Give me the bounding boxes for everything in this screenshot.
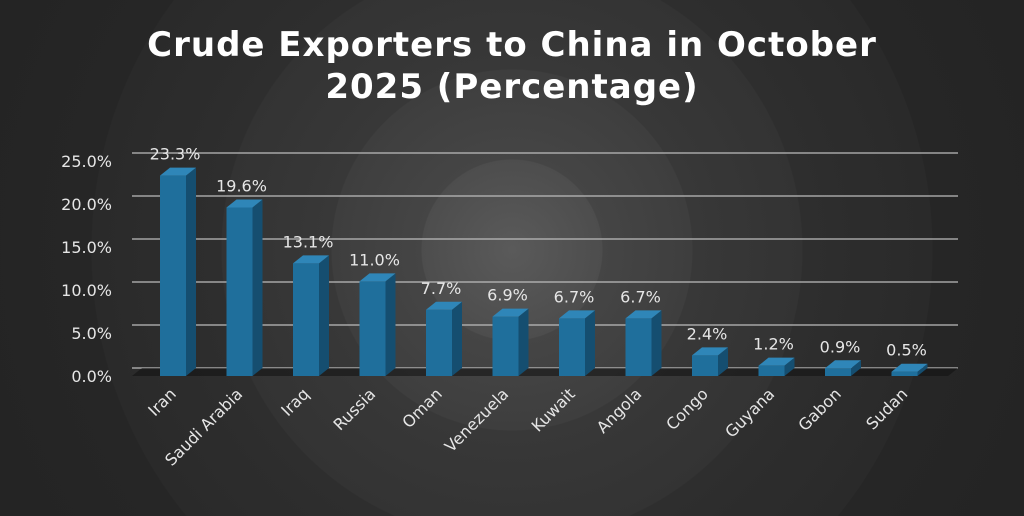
bar-front: [891, 371, 918, 376]
bar-side: [452, 301, 462, 376]
bar-front: [559, 318, 585, 376]
bar-front: [293, 263, 319, 376]
bar-side: [718, 347, 728, 376]
data-label: 6.7%: [620, 287, 661, 306]
data-label: 6.9%: [487, 286, 528, 305]
bar-front: [160, 175, 186, 376]
category-label: Gabon: [794, 384, 844, 434]
bar-top: [891, 363, 928, 372]
bar-top: [692, 347, 728, 356]
category-label: Guyana: [721, 384, 778, 441]
category-label: Oman: [398, 384, 445, 431]
bar-side: [518, 308, 529, 376]
bar-side: [186, 167, 196, 376]
data-label: 7.7%: [421, 279, 462, 298]
chart-floor: [132, 368, 958, 376]
bar-front: [758, 365, 785, 376]
bar: [559, 310, 595, 376]
data-label: 1.2%: [753, 335, 794, 354]
bar-top: [426, 301, 462, 310]
bar: [426, 301, 462, 376]
bar: [758, 357, 795, 376]
bar: [226, 199, 263, 376]
bar-side: [585, 310, 595, 376]
bar-front: [692, 355, 718, 376]
category-label: Iraq: [277, 384, 313, 420]
data-label: 13.1%: [283, 232, 334, 251]
y-tick-label: 0.0%: [71, 367, 112, 386]
category-label: Angola: [593, 384, 646, 437]
bar: [359, 273, 396, 376]
bar-top: [492, 308, 529, 317]
bar-top: [758, 357, 795, 366]
data-label: 2.4%: [687, 324, 728, 343]
category-label: Iran: [144, 384, 180, 420]
bar-side: [319, 255, 329, 376]
bar: [160, 167, 196, 376]
bar-side: [851, 360, 861, 376]
chart-title-line-1: Crude Exporters to China in October: [147, 25, 877, 65]
bar: [293, 255, 329, 376]
bars: [160, 167, 928, 376]
data-label: 6.7%: [554, 287, 595, 306]
y-tick-label: 5.0%: [71, 324, 112, 343]
bar-side: [651, 310, 662, 376]
bar-top: [160, 167, 196, 176]
bar-top: [825, 360, 861, 369]
bar-front: [825, 368, 851, 376]
data-label: 11.0%: [349, 250, 400, 269]
bar-top: [625, 310, 662, 319]
bar-top: [293, 255, 329, 264]
bar-side: [252, 199, 263, 376]
category-label: Congo: [662, 384, 712, 434]
category-label: Russia: [329, 384, 379, 434]
data-label: 0.9%: [820, 337, 861, 356]
bar: [891, 363, 928, 376]
bar-front: [492, 316, 519, 376]
bar-side: [917, 363, 928, 376]
bar-top: [559, 310, 595, 319]
data-labels: 23.3% 19.6% 13.1% 11.0% 7.7% 6.9% 6.7% 6.7% 2.4%…: [150, 145, 927, 360]
y-axis-tick-labels: 0.0% 5.0% 10.0% 15.0% 20.0% 25.0%: [61, 152, 112, 386]
bar-side: [784, 357, 795, 376]
data-label: 19.6%: [216, 176, 267, 195]
y-tick-label: 25.0%: [61, 152, 112, 171]
category-label: Kuwait: [528, 384, 579, 435]
category-label: Venezuela: [441, 384, 513, 456]
bar: [625, 310, 662, 376]
y-tick-label: 20.0%: [61, 195, 112, 214]
bar: [825, 360, 861, 376]
bar: [692, 347, 728, 376]
y-tick-label: 10.0%: [61, 281, 112, 300]
bar-top: [226, 199, 263, 208]
bar-side: [385, 273, 396, 376]
bar-front: [359, 281, 386, 376]
bar-front: [426, 309, 452, 376]
data-label: 0.5%: [886, 341, 927, 360]
y-tick-label: 15.0%: [61, 238, 112, 257]
chart-title-line-2: 2025 (Percentage): [325, 67, 698, 107]
data-label: 23.3%: [150, 145, 201, 164]
bar-top: [359, 273, 396, 282]
category-label: Sudan: [862, 384, 911, 433]
bar: [492, 308, 529, 376]
gridlines: [132, 152, 958, 376]
bar-front: [226, 207, 253, 376]
bar-front: [625, 318, 652, 376]
